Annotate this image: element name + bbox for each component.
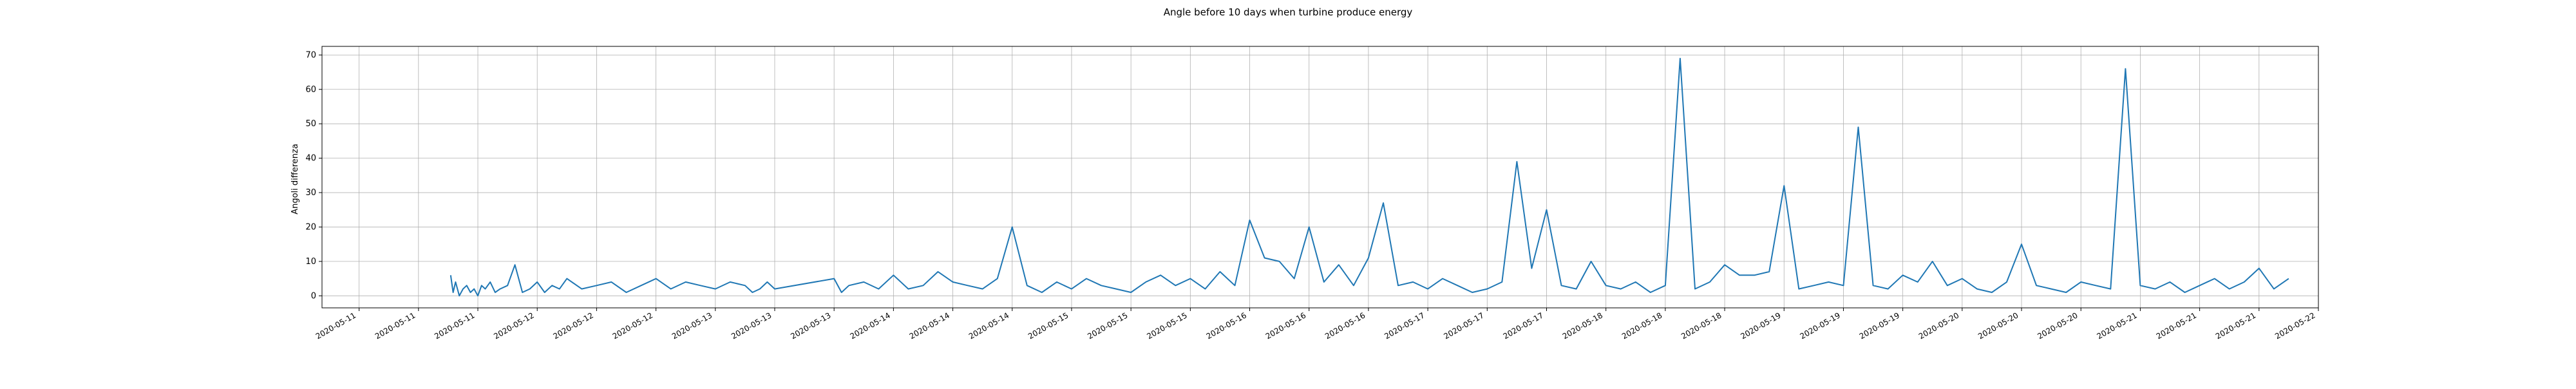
x-tick-label: 2020-05-20 [1917,310,1960,341]
x-tick-label: 2020-05-11 [433,310,476,341]
y-axis: 0 10 20 30 40 50 60 70 [305,50,322,301]
y-tick-label: 0 [311,291,316,301]
x-tick-label: 2020-05-21 [2214,310,2257,341]
x-tick-label: 2020-05-17 [1502,310,1545,341]
x-tick-label: 2020-05-15 [1086,310,1129,341]
x-tick-label: 2020-05-12 [611,310,654,341]
x-axis: 2020-05-11 2020-05-11 2020-05-11 2020-05-12… [314,308,2319,341]
x-tick-label: 2020-05-16 [1205,310,1248,341]
y-tick-label: 10 [305,257,316,267]
x-tick-label: 2020-05-14 [967,310,1010,341]
x-tick-label: 2020-05-15 [1145,310,1188,341]
x-tick-label: 2020-05-15 [1027,310,1070,341]
x-tick-label: 2020-05-11 [374,310,417,341]
x-tick-label: 2020-05-18 [1561,310,1604,341]
y-tick-label: 40 [305,154,316,164]
x-tick-label: 2020-05-13 [670,310,714,341]
y-tick-label: 20 [305,222,316,232]
y-axis-label: Angoli differenza [290,144,300,214]
x-tick-label: 2020-05-16 [1323,310,1367,341]
x-tick-label: 2020-05-19 [1858,310,1901,341]
plot-frame [321,46,2319,308]
y-tick-label: 60 [305,85,316,95]
x-tick-label: 2020-05-19 [1799,310,1842,341]
x-tick-label: 2020-05-22 [2273,310,2316,341]
x-tick-label: 2020-05-13 [730,310,773,341]
x-tick-label: 2020-05-16 [1264,310,1307,341]
x-tick-label: 2020-05-17 [1383,310,1426,341]
x-tick-label: 2020-05-20 [2036,310,2079,341]
x-tick-label: 2020-05-13 [789,310,832,341]
series-layer [450,57,2289,297]
x-tick-label: 2020-05-12 [551,310,594,341]
x-tick-label: 2020-05-19 [1739,310,1782,341]
x-tick-label: 2020-05-12 [492,310,535,341]
chart-title: Angle before 10 days when turbine produc… [1164,6,1413,18]
y-tick-label: 70 [305,50,316,60]
series-line [450,57,2289,297]
y-tick-label: 30 [305,188,316,198]
x-tick-label: 2020-05-11 [314,310,357,341]
grid [322,46,2319,308]
x-tick-label: 2020-05-20 [1976,310,2020,341]
x-tick-label: 2020-05-14 [908,310,951,341]
y-tick-label: 50 [305,119,316,129]
x-tick-label: 2020-05-21 [2096,310,2139,341]
x-tick-label: 2020-05-18 [1620,310,1663,341]
x-tick-label: 2020-05-18 [1680,310,1723,341]
x-tick-label: 2020-05-14 [848,310,891,341]
x-tick-label: 2020-05-17 [1442,310,1485,341]
x-tick-label: 2020-05-21 [2155,310,2198,341]
